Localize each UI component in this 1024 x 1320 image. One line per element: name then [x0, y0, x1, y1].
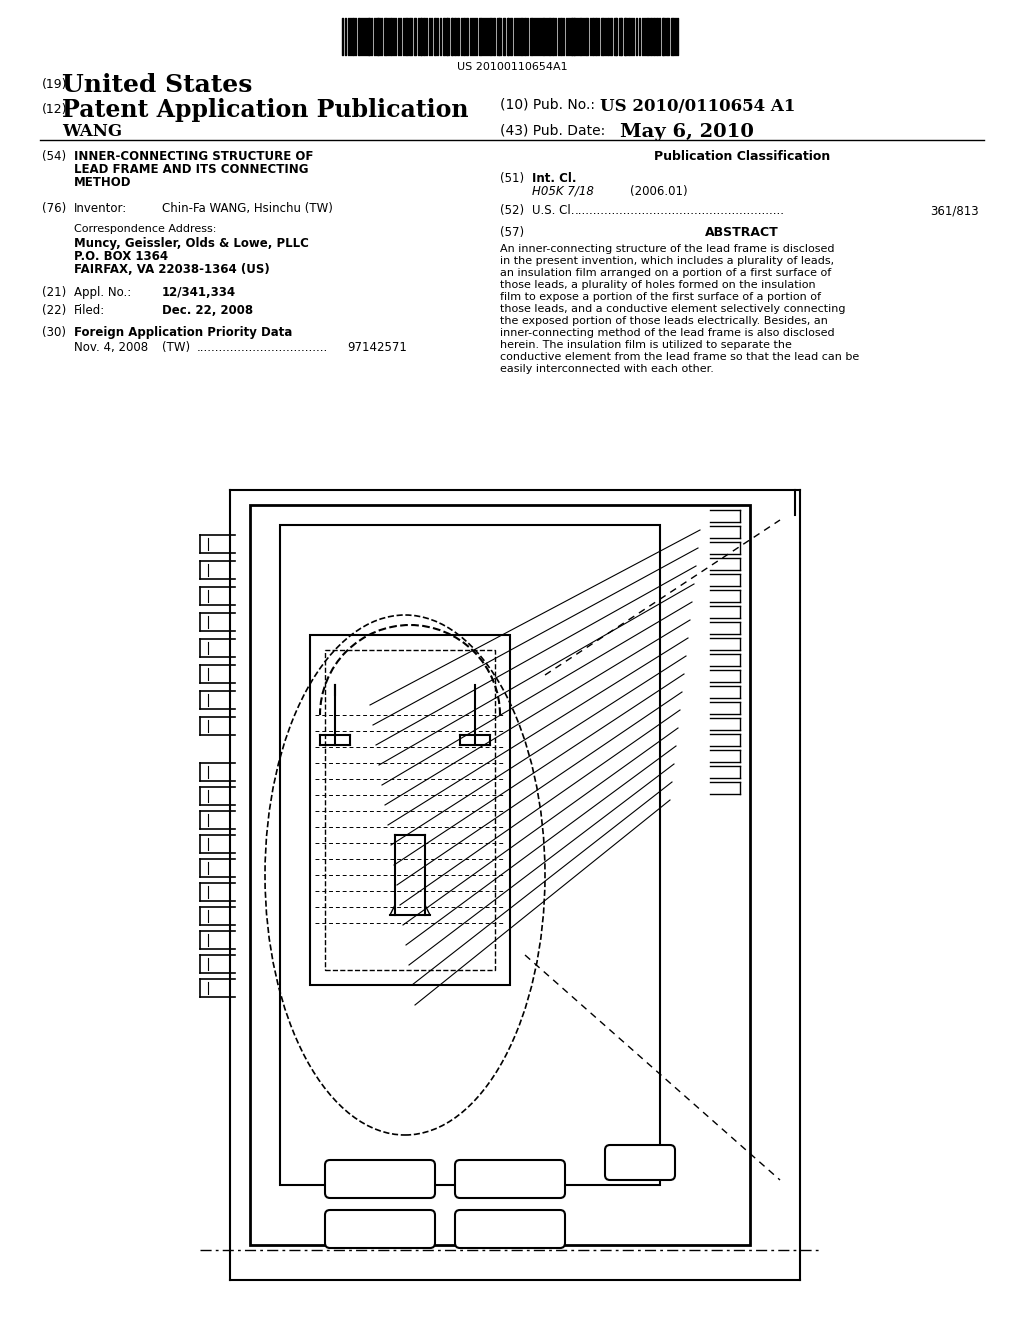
Text: United States: United States [62, 73, 252, 96]
Text: in the present invention, which includes a plurality of leads,: in the present invention, which includes… [500, 256, 835, 267]
Text: ........................................................: ........................................… [575, 205, 785, 216]
Text: (43) Pub. Date:: (43) Pub. Date: [500, 123, 605, 137]
Text: (2006.01): (2006.01) [630, 185, 688, 198]
Text: (22): (22) [42, 304, 67, 317]
Text: Publication Classification: Publication Classification [654, 150, 830, 162]
Text: Inventor:: Inventor: [74, 202, 127, 215]
Text: H05K 7/18: H05K 7/18 [532, 185, 594, 198]
FancyBboxPatch shape [455, 1210, 565, 1247]
Text: film to expose a portion of the first surface of a portion of: film to expose a portion of the first su… [500, 292, 821, 302]
Text: FAIRFAX, VA 22038-1364 (US): FAIRFAX, VA 22038-1364 (US) [74, 263, 269, 276]
FancyBboxPatch shape [455, 1160, 565, 1199]
Text: P.O. BOX 1364: P.O. BOX 1364 [74, 249, 168, 263]
Text: Patent Application Publication: Patent Application Publication [62, 98, 469, 121]
Text: (30): (30) [42, 326, 66, 339]
Text: (12): (12) [42, 103, 68, 116]
Text: Int. Cl.: Int. Cl. [532, 172, 577, 185]
Text: (57): (57) [500, 226, 524, 239]
Text: US 20100110654A1: US 20100110654A1 [457, 62, 567, 73]
Bar [280, 525, 660, 1185]
Text: (10) Pub. No.:: (10) Pub. No.: [500, 98, 595, 112]
Bar [310, 635, 510, 985]
Text: Nov. 4, 2008: Nov. 4, 2008 [74, 341, 148, 354]
Text: An inner-connecting structure of the lead frame is disclosed: An inner-connecting structure of the lea… [500, 244, 835, 253]
Text: METHOD: METHOD [74, 176, 131, 189]
Text: those leads, and a conductive element selectively connecting: those leads, and a conductive element se… [500, 304, 846, 314]
FancyBboxPatch shape [605, 1144, 675, 1180]
Text: U.S. Cl.: U.S. Cl. [532, 205, 574, 216]
Text: those leads, a plurality of holes formed on the insulation: those leads, a plurality of holes formed… [500, 280, 816, 290]
FancyBboxPatch shape [325, 1210, 435, 1247]
Bar [325, 649, 495, 970]
Text: the exposed portion of those leads electrically. Besides, an: the exposed portion of those leads elect… [500, 315, 827, 326]
Text: (19): (19) [42, 78, 68, 91]
Text: INNER-CONNECTING STRUCTURE OF: INNER-CONNECTING STRUCTURE OF [74, 150, 313, 162]
Text: (51): (51) [500, 172, 524, 185]
Text: Appl. No.:: Appl. No.: [74, 286, 131, 300]
Text: an insulation film arranged on a portion of a first surface of: an insulation film arranged on a portion… [500, 268, 831, 279]
Bar [250, 506, 750, 1245]
Text: LEAD FRAME AND ITS CONNECTING: LEAD FRAME AND ITS CONNECTING [74, 162, 308, 176]
Text: 12/341,334: 12/341,334 [162, 286, 237, 300]
Text: US 2010/0110654 A1: US 2010/0110654 A1 [600, 98, 796, 115]
Text: conductive element from the lead frame so that the lead can be: conductive element from the lead frame s… [500, 352, 859, 362]
Text: WANG: WANG [62, 123, 122, 140]
Text: Correspondence Address:: Correspondence Address: [74, 224, 216, 234]
Text: (76): (76) [42, 202, 67, 215]
Text: Filed:: Filed: [74, 304, 105, 317]
Text: May 6, 2010: May 6, 2010 [620, 123, 754, 141]
Text: (21): (21) [42, 286, 67, 300]
Text: Foreign Application Priority Data: Foreign Application Priority Data [74, 326, 293, 339]
Text: 97142571: 97142571 [347, 341, 407, 354]
Text: (TW): (TW) [162, 341, 190, 354]
FancyBboxPatch shape [325, 1160, 435, 1199]
Text: 361/813: 361/813 [931, 205, 979, 216]
Text: easily interconnected with each other.: easily interconnected with each other. [500, 364, 714, 374]
Text: ABSTRACT: ABSTRACT [706, 226, 779, 239]
Text: herein. The insulation film is utilized to separate the: herein. The insulation film is utilized … [500, 341, 792, 350]
Text: inner-connecting method of the lead frame is also disclosed: inner-connecting method of the lead fram… [500, 327, 835, 338]
Text: (54): (54) [42, 150, 67, 162]
Text: ...................................: ................................... [197, 341, 329, 354]
Text: (52): (52) [500, 205, 524, 216]
Text: Chin-Fa WANG, Hsinchu (TW): Chin-Fa WANG, Hsinchu (TW) [162, 202, 333, 215]
Text: Muncy, Geissler, Olds & Lowe, PLLC: Muncy, Geissler, Olds & Lowe, PLLC [74, 238, 309, 249]
Text: Dec. 22, 2008: Dec. 22, 2008 [162, 304, 253, 317]
